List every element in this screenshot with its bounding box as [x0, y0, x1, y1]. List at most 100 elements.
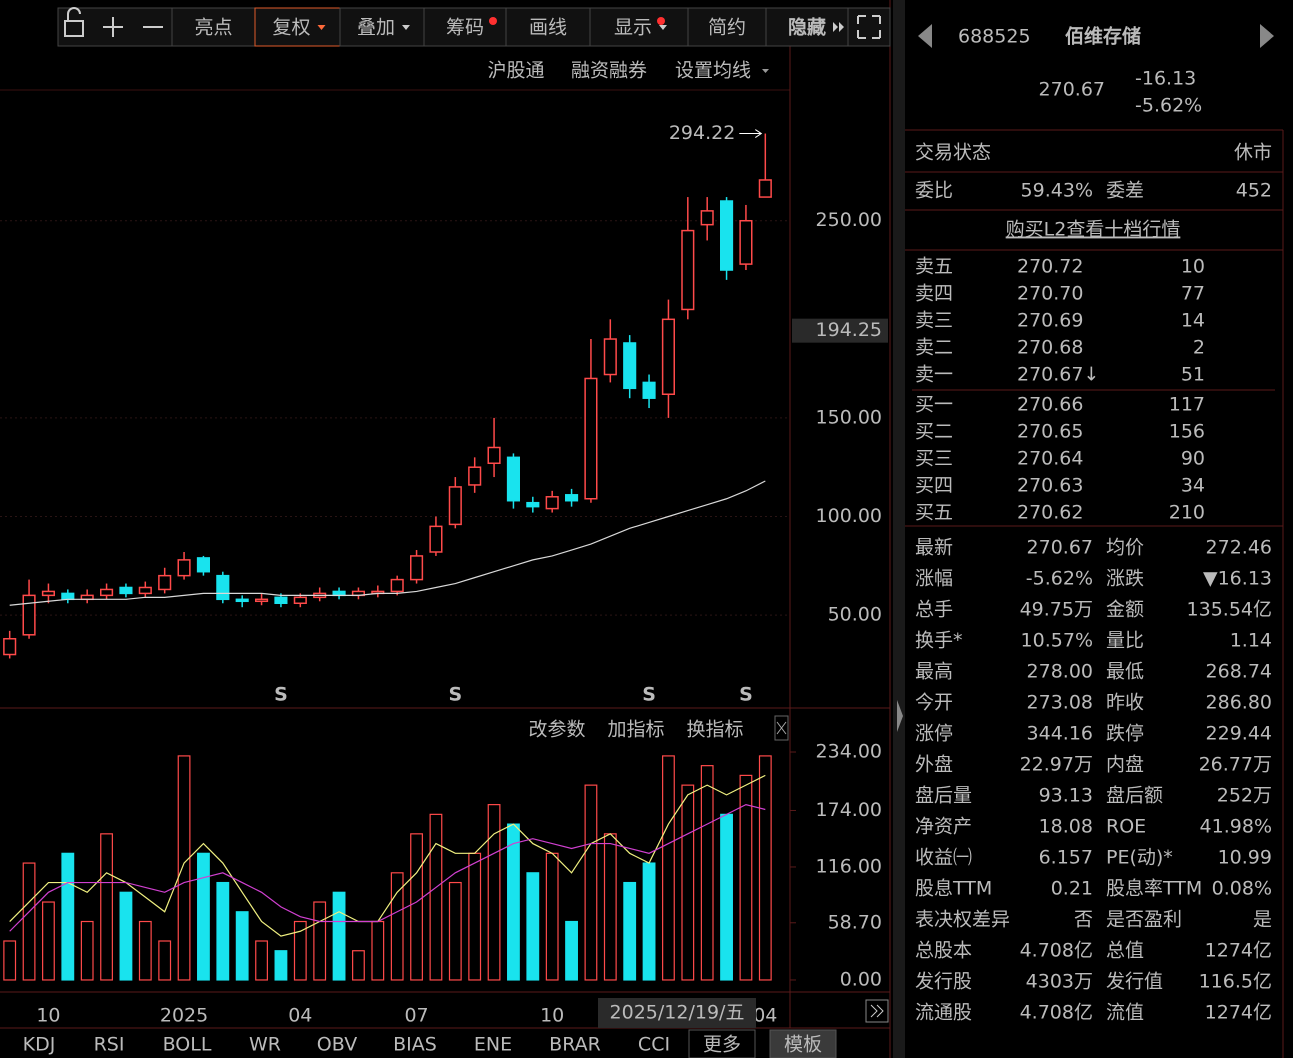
scroll-button[interactable]: [865, 999, 889, 1023]
book-volume: 77: [1181, 283, 1205, 305]
stat-label: 涨跌: [1106, 568, 1144, 590]
stat-label: 量比: [1106, 630, 1144, 652]
toolbar-button-label[interactable]: 隐藏: [788, 16, 826, 39]
indicator-tab[interactable]: ENE: [474, 1034, 512, 1056]
stat-label: 表决权差异: [915, 909, 1010, 931]
y-tick-label: 116.00: [816, 855, 882, 877]
stat-label: 涨停: [915, 723, 953, 745]
book-price: 270.66: [1017, 394, 1083, 416]
chart-link[interactable]: 沪股通: [487, 60, 544, 82]
candle-body: [22, 594, 36, 636]
toolbar-icons[interactable]: [64, 7, 881, 39]
stat-label: 盘后量: [915, 785, 972, 807]
indicator-link[interactable]: 换指标: [686, 719, 743, 741]
prev-arrow[interactable]: [918, 24, 932, 48]
toolbar-button[interactable]: [339, 7, 425, 47]
book-price: 270.63: [1017, 475, 1083, 497]
stat-value: 270.67: [1027, 537, 1093, 559]
indicator-tab[interactable]: OBV: [317, 1034, 357, 1056]
volume-bar: [61, 852, 75, 981]
volume-bar: [352, 950, 365, 981]
toolbar-button-label[interactable]: 筹码: [446, 17, 484, 39]
diff-label: 委差: [1106, 180, 1144, 202]
notice-dot: [657, 17, 665, 25]
candle-body: [603, 338, 617, 376]
volume-bar: [545, 852, 559, 981]
stat-label: 最高: [915, 661, 953, 683]
book-volume: 2: [1193, 337, 1205, 359]
indicator-tab[interactable]: RSI: [94, 1034, 125, 1056]
indicator-tab[interactable]: BRAR: [549, 1034, 601, 1056]
next-arrow[interactable]: [1260, 24, 1274, 48]
close-button[interactable]: [774, 715, 789, 741]
indicator-tab[interactable]: 模板: [784, 1034, 822, 1056]
toolbar-button-label[interactable]: 亮点: [194, 17, 232, 39]
indicator-tab[interactable]: BIAS: [393, 1034, 437, 1056]
indicator-link[interactable]: 加指标: [607, 719, 664, 741]
scroll-icon[interactable]: [870, 1004, 884, 1018]
toolbar-button[interactable]: [505, 7, 591, 47]
y-tick-label: 0.00: [840, 968, 882, 990]
stat-value: ▼16.13: [1203, 568, 1272, 590]
stat-value: 41.98%: [1200, 816, 1272, 838]
volume-bar: [565, 920, 578, 981]
stat-label: 均价: [1106, 537, 1144, 559]
chart-link[interactable]: 设置均线: [675, 60, 751, 82]
indicator-tab[interactable]: CCI: [638, 1034, 670, 1056]
indicator-tab[interactable]: 更多: [703, 1034, 741, 1056]
volume-bar: [293, 920, 307, 981]
toolbar-button-label[interactable]: 画线: [529, 17, 567, 39]
toolbar-button-label[interactable]: 显示: [614, 17, 652, 39]
close-icon[interactable]: [776, 721, 787, 735]
y-tick-label: 150.00: [816, 406, 882, 428]
indicator-link[interactable]: 改参数: [528, 719, 585, 741]
volume-bar: [507, 823, 520, 981]
toolbar-button-label[interactable]: 简约: [708, 17, 746, 39]
toolbar-button[interactable]: [589, 7, 689, 47]
book-volume: 51: [1181, 364, 1205, 386]
cursor-price-box: [792, 318, 888, 343]
x-tick-label: 07: [404, 1005, 428, 1027]
volume-bar: [739, 774, 753, 981]
candle-body: [526, 501, 540, 508]
tab-box[interactable]: [688, 1029, 756, 1058]
candle-body: [506, 456, 520, 502]
candle-body: [100, 588, 114, 597]
toolbar-button[interactable]: [423, 7, 507, 47]
indicator-tab[interactable]: BOLL: [163, 1034, 212, 1056]
tab-box[interactable]: [769, 1029, 837, 1058]
stat-label: 发行值: [1106, 971, 1163, 993]
chart-link[interactable]: 融资融券: [571, 60, 647, 82]
stat-value: 268.74: [1206, 661, 1272, 683]
candle-body: [448, 486, 462, 526]
candle-body: [274, 596, 288, 605]
splitter-arrow[interactable]: [897, 700, 903, 732]
candle-body: [235, 598, 249, 603]
dropdown-arrow: [762, 69, 769, 73]
splitter[interactable]: [893, 0, 905, 1058]
book-price: 270.72: [1017, 256, 1083, 278]
stat-value: -5.62%: [1026, 568, 1093, 590]
stat-value: 252万: [1217, 785, 1272, 807]
candle-body: [720, 200, 734, 271]
toolbar-button-label[interactable]: 复权: [272, 17, 310, 39]
l2-link[interactable]: 购买L2查看十档行情: [1006, 219, 1181, 241]
stat-label: 最低: [1106, 661, 1144, 683]
candle-body: [390, 578, 404, 593]
toolbar-button-label[interactable]: 叠加: [357, 17, 395, 39]
candle-body: [3, 637, 17, 656]
stat-value: 否: [1074, 909, 1093, 931]
stat-value: 286.80: [1206, 692, 1272, 714]
book-level: 买四: [915, 475, 953, 497]
book-level: 买五: [915, 502, 953, 524]
signal-mark: S: [274, 684, 288, 706]
stat-label: 是否盈利: [1106, 909, 1182, 931]
indicator-tab[interactable]: KDJ: [23, 1034, 56, 1056]
volume-bar: [235, 911, 249, 981]
volume-bar: [642, 862, 656, 981]
candle-body: [584, 377, 598, 500]
price-change: -16.13: [1135, 68, 1196, 90]
indicator-tab[interactable]: WR: [249, 1034, 281, 1056]
toolbar-button[interactable]: [687, 7, 767, 47]
toolbar-button[interactable]: [171, 7, 256, 47]
